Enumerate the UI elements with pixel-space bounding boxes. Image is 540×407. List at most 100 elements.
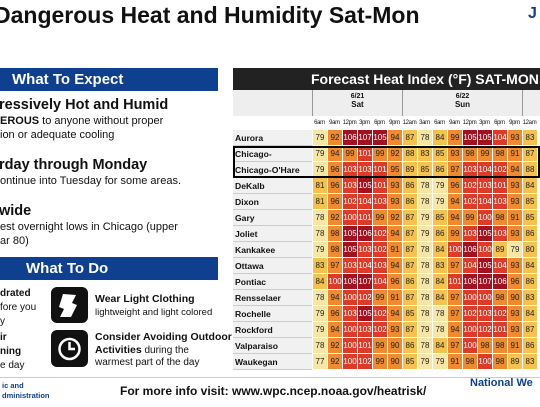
heat-cell: 100 xyxy=(342,354,357,370)
heat-cell: 80 xyxy=(522,242,537,258)
heat-cell: 78 xyxy=(312,226,327,242)
time-label: 6am xyxy=(434,120,445,126)
heat-cell: 99 xyxy=(342,146,357,162)
heat-cell: 92 xyxy=(327,338,342,354)
header-blank xyxy=(233,90,312,116)
heat-cell: 92 xyxy=(327,130,342,146)
city-name: Kankakee xyxy=(233,242,312,258)
heat-cell: 100 xyxy=(462,322,477,338)
heat-cell: 85 xyxy=(432,210,447,226)
heat-cell: 99 xyxy=(372,210,387,226)
heat-cell: 103 xyxy=(477,306,492,322)
heat-cell: 87 xyxy=(402,226,417,242)
heat-cell: 94 xyxy=(387,258,402,274)
time-label: 9am xyxy=(329,120,340,126)
heat-cell: 104 xyxy=(357,258,372,274)
heat-cell: 103 xyxy=(342,306,357,322)
heat-cell: 84 xyxy=(522,178,537,194)
table-row: Rochelle 79 96 103 105 102 94 85 78 78 97 102 103 102… xyxy=(233,306,540,322)
time-label: 12pm xyxy=(462,120,477,126)
heat-cell: 77 xyxy=(312,354,327,370)
tip-fragment: fore you xyxy=(0,302,37,313)
heat-cell: 85 xyxy=(522,194,537,210)
heat-cell: 106 xyxy=(357,226,372,242)
heat-cell: 103 xyxy=(342,162,357,178)
tip-fragment: ning xyxy=(0,346,22,357)
heat-cell: 96 xyxy=(447,178,462,194)
todo-heading: What To Do xyxy=(0,257,218,280)
heat-cell: 79 xyxy=(417,226,432,242)
heat-cell: 102 xyxy=(342,194,357,210)
heat-cell: 78 xyxy=(417,194,432,210)
heat-cell: 105 xyxy=(477,258,492,274)
heat-cell: 103 xyxy=(492,226,507,242)
heat-cell: 99 xyxy=(372,354,387,370)
heat-cell: 93 xyxy=(507,130,522,146)
heat-cell: 87 xyxy=(402,290,417,306)
table-row: Joliet 78 98 105 106 102 94 87 79 86 99 103 105 103 93… xyxy=(233,226,540,242)
heat-cell: 87 xyxy=(522,322,537,338)
tip-fragment: e day xyxy=(0,360,25,371)
table-row: Rockford 79 94 100 103 102 93 87 79 78 94 100 102 101… xyxy=(233,322,540,338)
heat-cell: 83 xyxy=(522,130,537,146)
city-name: Aurora xyxy=(233,130,312,146)
heat-cell: 98 xyxy=(462,146,477,162)
heat-cell: 78 xyxy=(432,306,447,322)
heat-cell: 103 xyxy=(357,242,372,258)
day-name: Sun xyxy=(454,100,471,109)
heat-cell: 99 xyxy=(462,210,477,226)
heat-cell: 79 xyxy=(432,354,447,370)
heat-cell: 92 xyxy=(387,210,402,226)
tip-text: warmest part of the day xyxy=(95,357,200,368)
heat-cell: 86 xyxy=(402,194,417,210)
heat-cell: 78 xyxy=(417,290,432,306)
heat-cell: 84 xyxy=(432,130,447,146)
heat-cell: 78 xyxy=(312,210,327,226)
heat-cell: 79 xyxy=(417,322,432,338)
heat-cell: 83 xyxy=(522,354,537,370)
heat-cell: 94 xyxy=(327,146,342,162)
heat-cell: 79 xyxy=(507,242,522,258)
city-name: Dixon xyxy=(233,194,312,210)
heat-cell: 103 xyxy=(342,258,357,274)
heat-cell: 78 xyxy=(417,130,432,146)
heat-cell: 85 xyxy=(402,354,417,370)
time-label: 6pm xyxy=(494,120,505,126)
heat-cell: 94 xyxy=(447,210,462,226)
table-row: Gary 78 92 100 101 99 92 87 79 85 94 99 100 98 91 85 xyxy=(233,210,540,226)
heat-cell: 102 xyxy=(372,306,387,322)
expect-title: rday through Monday xyxy=(0,157,148,173)
heat-cell: 102 xyxy=(357,290,372,306)
heat-cell: 91 xyxy=(507,146,522,162)
heat-cell: 93 xyxy=(447,146,462,162)
heat-cell: 107 xyxy=(357,130,372,146)
clock-icon xyxy=(51,330,88,367)
day-date: 6/21 xyxy=(350,93,365,100)
heat-cell: 104 xyxy=(462,258,477,274)
heat-cell: 93 xyxy=(387,194,402,210)
agency-line: dministration xyxy=(2,391,50,400)
heat-table: Forecast Heat Index (°F) SAT-MON 6/21 Sat… xyxy=(233,68,540,370)
heat-cell: 104 xyxy=(357,194,372,210)
time-label: 3pm xyxy=(479,120,490,126)
heat-cell: 97 xyxy=(447,290,462,306)
heat-cell: 86 xyxy=(522,338,537,354)
heat-cell: 105 xyxy=(342,226,357,242)
corner-text: J xyxy=(528,5,537,22)
expect-title: wide xyxy=(0,203,32,219)
heat-cell: 79 xyxy=(312,146,327,162)
heat-cell: 103 xyxy=(492,194,507,210)
city-name: Chicago-Downtown xyxy=(233,146,312,175)
heat-cell: 91 xyxy=(447,354,462,370)
heat-cell: 106 xyxy=(342,130,357,146)
heat-cell: 94 xyxy=(447,322,462,338)
heat-cell: 100 xyxy=(342,210,357,226)
heat-cell: 78 xyxy=(432,322,447,338)
table-row: DeKalb 81 96 103 105 101 93 86 78 79 96 102 103 101 93… xyxy=(233,178,540,194)
time-label: 3pm xyxy=(359,120,370,126)
heat-cell: 102 xyxy=(492,162,507,178)
heat-cell: 99 xyxy=(372,146,387,162)
heat-cell: 107 xyxy=(357,274,372,290)
heat-cell: 101 xyxy=(492,178,507,194)
